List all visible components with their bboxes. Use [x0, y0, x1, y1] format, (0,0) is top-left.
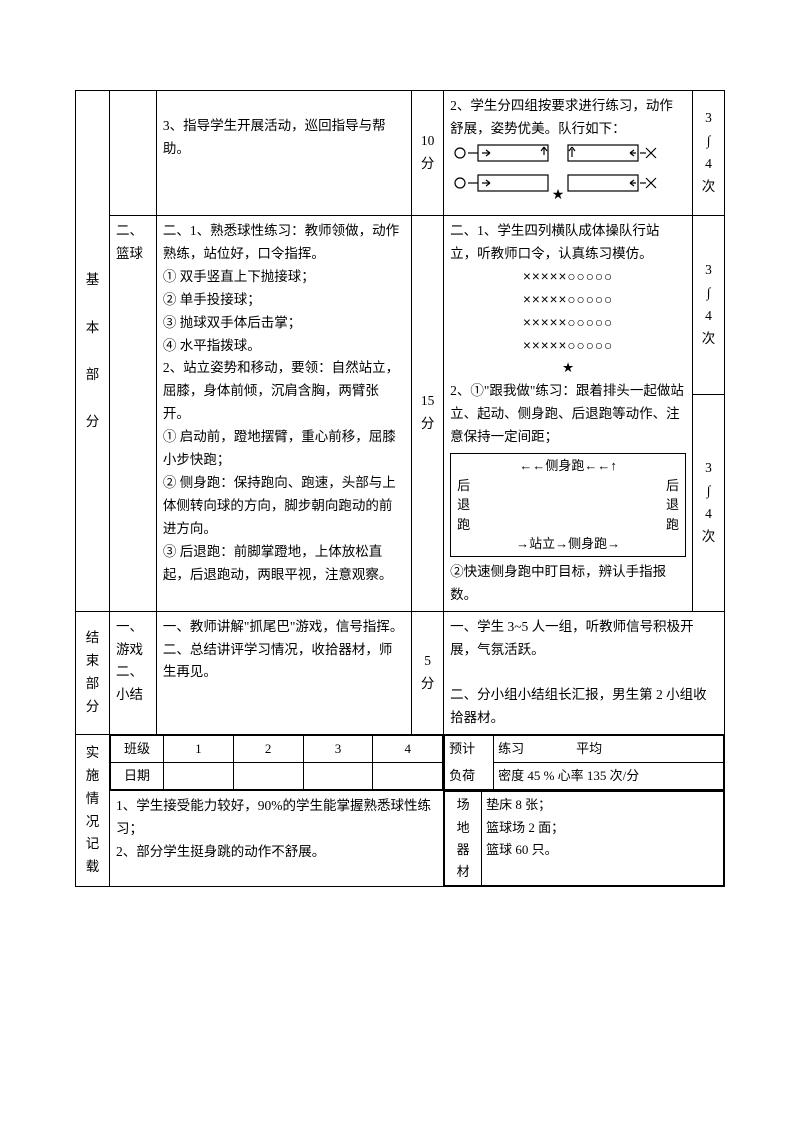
count-1: 3 ∫ 4 次	[693, 91, 725, 216]
metrics-1: 练习 平均	[494, 736, 724, 763]
class-1: 1	[164, 736, 234, 763]
teacher-end: 一、教师讲解"抓尾巴"游戏，信号指挥。 二、总结讲评学习情况，收拾器材，师生再见…	[156, 611, 411, 735]
impl-class-grid: 班级 1 2 3 4 日期	[110, 735, 444, 791]
student-end: 一、学生 3~5 人一组，听教师信号积极开展，气氛活跃。 二、分小组小结组长汇报…	[444, 611, 725, 735]
forecast-l1: 预计	[445, 736, 494, 763]
time-end: 5 分	[412, 611, 444, 735]
lbl-date: 日期	[111, 763, 164, 790]
lbl-class: 班级	[111, 736, 164, 763]
formation-diagram-1: ★	[450, 141, 670, 203]
sub-end: 一、 游戏 二、 小结	[110, 611, 157, 735]
date-2	[233, 763, 303, 790]
student-activity-2: 二、1、学生四列横队成体操队行站立，听教师口令，认真练习模仿。 ×××××○○○…	[444, 215, 693, 611]
impl-notes: 1、学生接受能力较好，90%的学生能掌握熟悉球性练习； 2、部分学生挺身跳的动作…	[110, 791, 444, 886]
impl-forecast: 预计 练习 平均 负荷 密度 45 % 心率 135 次/分	[444, 735, 725, 791]
section-impl-label: 实 施 情 况 记 载	[76, 735, 110, 887]
time-2: 15 分	[412, 215, 444, 611]
blank-sub-1	[110, 91, 157, 216]
date-1	[164, 763, 234, 790]
date-4	[373, 763, 443, 790]
section-end-label: 结 束 部 分	[76, 611, 110, 735]
row-basic-1: 基 本 部 分 3、指导学生开展活动，巡回指导与帮助。 10 分 2、学生分四组…	[76, 91, 725, 216]
teacher-activity-1: 3、指导学生开展活动，巡回指导与帮助。	[156, 91, 411, 216]
student-activity-1: 2、学生分四组按要求进行练习，动作舒展，姿势优美。队行如下：	[444, 91, 693, 216]
row-impl-2: 1、学生接受能力较好，90%的学生能掌握熟悉球性练习； 2、部分学生挺身跳的动作…	[76, 791, 725, 886]
svg-text:★: ★	[552, 188, 565, 203]
row-end: 结 束 部 分 一、 游戏 二、 小结 一、教师讲解"抓尾巴"游戏，信号指挥。 …	[76, 611, 725, 735]
time-1: 10 分	[412, 91, 444, 216]
row-impl: 实 施 情 况 记 载 班级 1 2 3 4 日期	[76, 735, 725, 791]
class-4: 4	[373, 736, 443, 763]
teacher-activity-2: 二、1、熟悉球性练习：教师领做，动作熟练，站位好，口令指挥。 ① 双手竖直上下抛…	[156, 215, 411, 611]
sub-basketball: 二、篮球	[110, 215, 157, 611]
section-basic-label: 基 本 部 分	[76, 91, 110, 612]
impl-venue: 场 地 器 材 垫床 8 张； 篮球场 2 面； 篮球 60 只。	[444, 791, 725, 886]
run-diagram: ←←侧身跑←←↑ 后 退 跑 后 退 跑 →站立→侧身跑→	[450, 453, 686, 557]
row-basic-2a: 二、篮球 二、1、熟悉球性练习：教师领做，动作熟练，站位好，口令指挥。 ① 双手…	[76, 215, 725, 394]
class-2: 2	[233, 736, 303, 763]
class-3: 3	[303, 736, 373, 763]
forecast-l2: 负荷	[445, 763, 494, 790]
count-2a: 3 ∫ 4 次	[693, 215, 725, 394]
date-3	[303, 763, 373, 790]
count-2b: 3 ∫ 4 次	[693, 394, 725, 611]
metrics-2: 密度 45 % 心率 135 次/分	[494, 763, 724, 790]
